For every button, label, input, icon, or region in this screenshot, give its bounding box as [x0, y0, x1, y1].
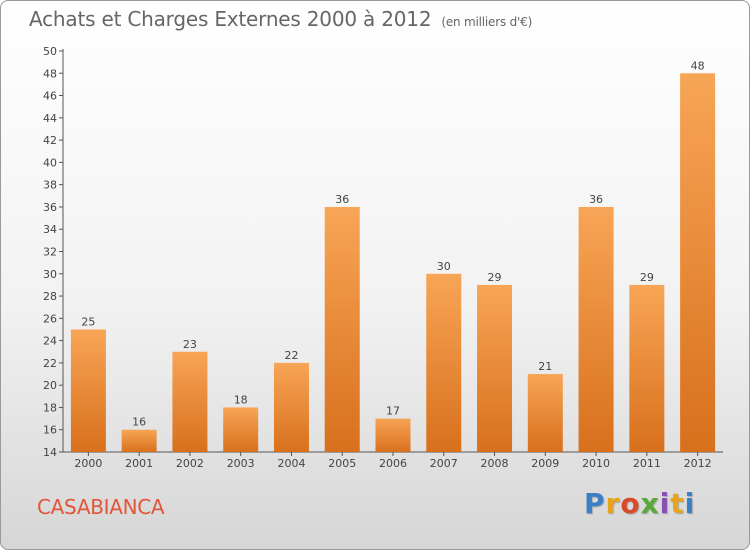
y-tick-label: 32 [43, 246, 57, 259]
y-tick-label: 28 [43, 290, 57, 303]
y-tick-label: 30 [43, 268, 57, 281]
logo-letter: o [620, 487, 641, 520]
y-tick-label: 40 [43, 156, 57, 169]
bar-value-label: 30 [437, 260, 451, 273]
logo-letter: x [640, 487, 660, 520]
x-tick-label: 2008 [481, 457, 509, 470]
bar-value-label: 18 [234, 393, 248, 406]
x-tick-label: 2009 [531, 457, 559, 470]
y-tick-label: 14 [43, 446, 57, 459]
x-tick-label: 2004 [277, 457, 305, 470]
bar [578, 206, 614, 452]
proxiti-logo[interactable]: Proxiti [584, 487, 695, 520]
bar-value-label: 29 [640, 271, 654, 284]
chart-title-text: Achats et Charges Externes 2000 à 2012 [29, 7, 432, 31]
bar [375, 418, 411, 452]
bar [527, 374, 563, 452]
logo-letter: i [684, 487, 696, 520]
y-tick-label: 42 [43, 134, 57, 147]
bar [70, 329, 106, 452]
y-tick-label: 36 [43, 201, 57, 214]
bar [273, 362, 309, 452]
x-tick-label: 2011 [633, 457, 661, 470]
bar-value-label: 16 [132, 416, 146, 429]
logo-letter: P [584, 487, 606, 520]
chart-axes: 14 16 18 20 22 24 26 28 30 32 34 36 38 40 42 44 46 48 50 20… [43, 45, 723, 470]
y-tick-label: 46 [43, 90, 57, 103]
x-tick-label: 2002 [176, 457, 204, 470]
x-tick-label: 2012 [684, 457, 712, 470]
y-tick-label: 20 [43, 379, 57, 392]
y-tick-label: 22 [43, 357, 57, 370]
logo-letter: r [605, 487, 621, 520]
x-tick-label: 2003 [227, 457, 255, 470]
x-tick-label: 2005 [328, 457, 356, 470]
y-tick-label: 26 [43, 312, 57, 325]
bar-value-label: 17 [386, 405, 400, 418]
bar [426, 273, 462, 452]
y-tick-label: 18 [43, 401, 57, 414]
chart-title: Achats et Charges Externes 2000 à 2012 (e… [29, 7, 532, 31]
bar [324, 206, 360, 452]
bar-value-label: 29 [488, 271, 502, 284]
x-tick-label: 2007 [430, 457, 458, 470]
bar-value-label: 25 [81, 315, 95, 328]
y-tick-label: 16 [43, 424, 57, 437]
x-tick-label: 2006 [379, 457, 407, 470]
y-tick-label: 50 [43, 45, 57, 58]
logo-letter: t [670, 487, 685, 520]
bar-value-label: 48 [691, 59, 705, 72]
bar [172, 351, 208, 452]
x-tick-label: 2010 [582, 457, 610, 470]
bar [121, 429, 157, 452]
bar-value-label: 36 [335, 193, 349, 206]
logo-letter: i [659, 487, 671, 520]
bar [223, 407, 259, 452]
bar [477, 284, 513, 452]
bar-value-label: 36 [589, 193, 603, 206]
bar-value-label: 23 [183, 338, 197, 351]
y-tick-label: 34 [43, 223, 57, 236]
chart-bars: 25 16 23 18 22 36 17 30 29 21 36 29 48 [70, 59, 716, 453]
x-tick-label: 2001 [125, 457, 153, 470]
bar [680, 73, 716, 453]
y-tick-label: 44 [43, 112, 57, 125]
bar-value-label: 22 [284, 349, 298, 362]
x-tick-label: 2000 [74, 457, 102, 470]
chart-unit: (en milliers d'€) [441, 15, 533, 29]
y-tick-label: 48 [43, 67, 57, 80]
bar-value-label: 21 [538, 360, 552, 373]
city-name: CASABIANCA [37, 495, 165, 519]
y-tick-label: 24 [43, 335, 57, 348]
bar [629, 284, 665, 452]
y-tick-label: 38 [43, 179, 57, 192]
